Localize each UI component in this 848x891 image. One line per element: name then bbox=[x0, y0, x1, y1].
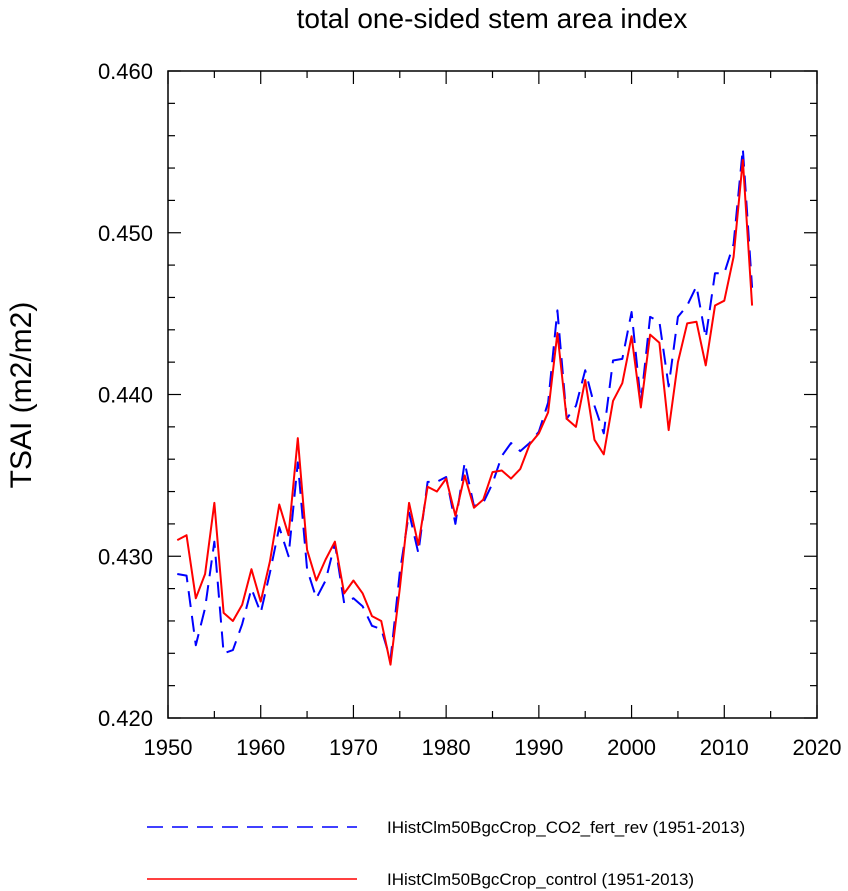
x-tick-label: 1990 bbox=[514, 735, 563, 760]
y-tick-label: 0.450 bbox=[98, 221, 153, 246]
plot-frame bbox=[167, 70, 818, 719]
y-tick-label: 0.440 bbox=[98, 383, 153, 408]
x-tick-label: 1980 bbox=[422, 735, 471, 760]
x-tick-label: 2020 bbox=[793, 735, 842, 760]
legend: IHistClm50BgcCrop_CO2_fert_rev (1951-201… bbox=[147, 818, 745, 889]
axis-ticks: 1950 1960 1970 1980 1990 2000 2010 2020 0.420 0.4… bbox=[98, 59, 842, 760]
legend-label-co2-fert-rev: IHistClm50BgcCrop_CO2_fert_rev (1951-201… bbox=[387, 818, 745, 837]
series-line-co2-fert-rev bbox=[177, 147, 754, 661]
legend-label-control: IHistClm50BgcCrop_control (1951-2013) bbox=[387, 870, 694, 889]
x-tick-label: 1960 bbox=[236, 735, 285, 760]
x-tick-label: 1950 bbox=[144, 735, 193, 760]
x-tick-label: 1970 bbox=[329, 735, 378, 760]
y-tick-label: 0.420 bbox=[98, 706, 153, 731]
y-tick-label: 0.460 bbox=[98, 59, 153, 84]
series-line-control bbox=[176, 158, 754, 666]
y-tick-label: 0.430 bbox=[98, 544, 153, 569]
y-axis-label: TSAI (m2/m2) bbox=[5, 302, 38, 489]
x-tick-label: 2010 bbox=[700, 735, 749, 760]
chart-title: total one-sided stem area index bbox=[297, 3, 688, 34]
series-lines bbox=[176, 147, 754, 666]
x-tick-label: 2000 bbox=[607, 735, 656, 760]
